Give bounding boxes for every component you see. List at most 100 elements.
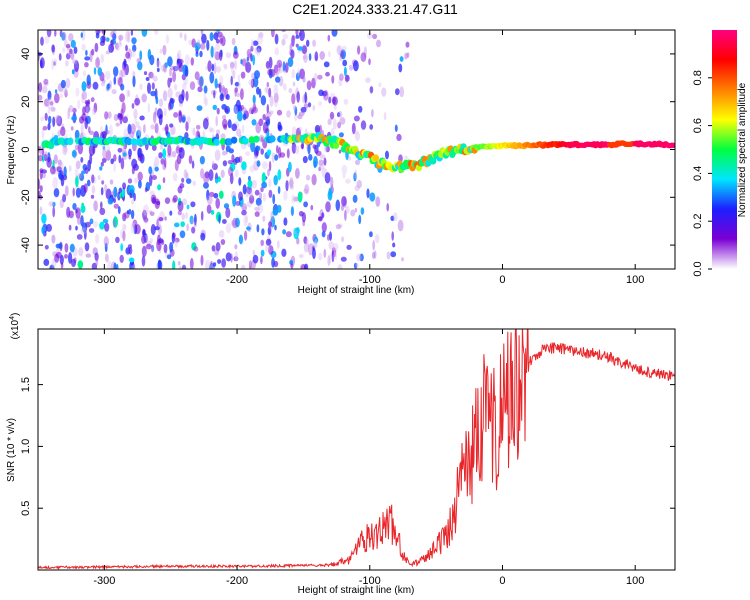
spectrogram-point [238, 81, 241, 90]
spectrogram-point [189, 81, 196, 90]
spectrogram-point [261, 161, 268, 170]
spectrogram-point [160, 64, 166, 72]
spectrogram-point [163, 108, 167, 117]
spectrogram-point [266, 149, 272, 156]
spectrogram-point [121, 189, 125, 198]
spectrogram-point [292, 105, 297, 111]
spectrogram-point [199, 43, 206, 50]
spectrogram-point [194, 42, 201, 51]
spectrogram-point [210, 209, 215, 215]
spectrogram-point [75, 144, 79, 151]
spectrogram-point [43, 78, 49, 85]
spectrogram-point [164, 157, 167, 168]
spectrogram-point [386, 202, 390, 212]
spectrogram-point [165, 123, 169, 135]
spectrogram-point [245, 151, 250, 156]
spectrogram-point [303, 53, 308, 64]
spectrogram-point [228, 166, 234, 177]
spectrogram-point [133, 192, 136, 202]
spectrogram-point [164, 62, 168, 69]
spectrogram-point [72, 107, 77, 113]
spectrogram-point [321, 222, 327, 233]
spectrogram-point [107, 198, 114, 205]
spectrogram-point [51, 58, 54, 71]
spectrogram-point [81, 113, 87, 121]
spectrogram-point [44, 35, 50, 44]
spectrogram-point [328, 50, 331, 58]
spectrogram-point [262, 114, 267, 121]
spectrogram-point [329, 231, 332, 241]
spectrogram-point [143, 124, 146, 134]
spectrogram-point [295, 168, 300, 179]
spectrogram-point [43, 151, 49, 160]
x-tick-label: 100 [626, 575, 644, 587]
spectrogram-point [307, 142, 311, 155]
spectrogram-point [105, 50, 110, 55]
spectrogram-point [254, 206, 260, 211]
spectrogram-point [41, 85, 48, 94]
spectrogram-point [84, 242, 90, 252]
spectrogram-point [330, 183, 334, 193]
spectrogram-point [338, 149, 342, 154]
spectrogram-point [39, 206, 43, 216]
spectrogram-point [234, 59, 237, 70]
spectrogram-point [84, 56, 91, 61]
spectrogram-point [122, 230, 126, 242]
spectrogram-point [105, 149, 112, 161]
spectrogram-point [102, 145, 106, 150]
spectrogram-point [50, 165, 56, 175]
x-tick-label: -200 [226, 575, 248, 587]
spectrogram-point [84, 61, 89, 68]
spectrogram-point [258, 88, 262, 99]
spectrogram-point [80, 32, 84, 38]
spectrogram-point [104, 184, 108, 193]
spectrogram-point [325, 71, 330, 77]
spectrogram-point [266, 87, 269, 95]
spectrogram-point [260, 95, 267, 106]
spectrogram-point [193, 246, 199, 252]
spectrogram-point [249, 165, 256, 173]
spectrogram-point [188, 155, 193, 165]
spectrogram-point [191, 38, 196, 48]
snr-frame [37, 328, 676, 571]
spectrogram-point [343, 66, 347, 77]
spectrogram-point [292, 35, 296, 40]
spectrogram-point [399, 86, 405, 98]
spectrogram-point [241, 124, 245, 134]
spectrogram-point [355, 130, 359, 135]
spectrogram-point [52, 177, 58, 189]
spectrogram-point [268, 178, 272, 188]
spectrogram-point [308, 53, 312, 61]
spectrogram-point [246, 48, 252, 58]
spectrogram-point [215, 115, 218, 127]
spectrogram-point [360, 207, 365, 215]
spectrogram-point [72, 59, 78, 65]
spectrogram-point [102, 148, 107, 160]
spectrogram-point [180, 221, 185, 228]
spectrogram-point [135, 121, 140, 129]
spectrogram-point [110, 31, 115, 38]
spectrogram-point [318, 161, 325, 170]
spectrogram-point [161, 239, 165, 245]
spectrogram-point [113, 163, 116, 173]
spectrogram-point [234, 251, 238, 262]
spectrogram-point [313, 156, 318, 168]
spectrogram-point [211, 63, 215, 72]
spectrogram-point [53, 188, 60, 198]
spectrogram-point [108, 124, 113, 137]
spectrogram-point [218, 214, 221, 224]
spectrogram-point [337, 112, 341, 118]
spectrogram-point [192, 127, 196, 136]
spectrogram-point [60, 79, 66, 89]
spectrogram-point [268, 160, 272, 172]
colorbar-ticks: 0.0 0.2 0.4 0.6 0.8 [692, 70, 712, 277]
spectrogram-point [65, 52, 71, 60]
spectrogram-point [405, 41, 410, 48]
spectrogram-point [335, 224, 342, 230]
snr-x-ticks: -300 -200 -100 0 100 [93, 329, 644, 587]
spectrogram-point [81, 170, 86, 175]
spectrogram-point [46, 157, 52, 168]
spectrogram-point [251, 179, 257, 189]
spectrogram-point [331, 247, 337, 258]
spectrogram-point [141, 245, 147, 257]
